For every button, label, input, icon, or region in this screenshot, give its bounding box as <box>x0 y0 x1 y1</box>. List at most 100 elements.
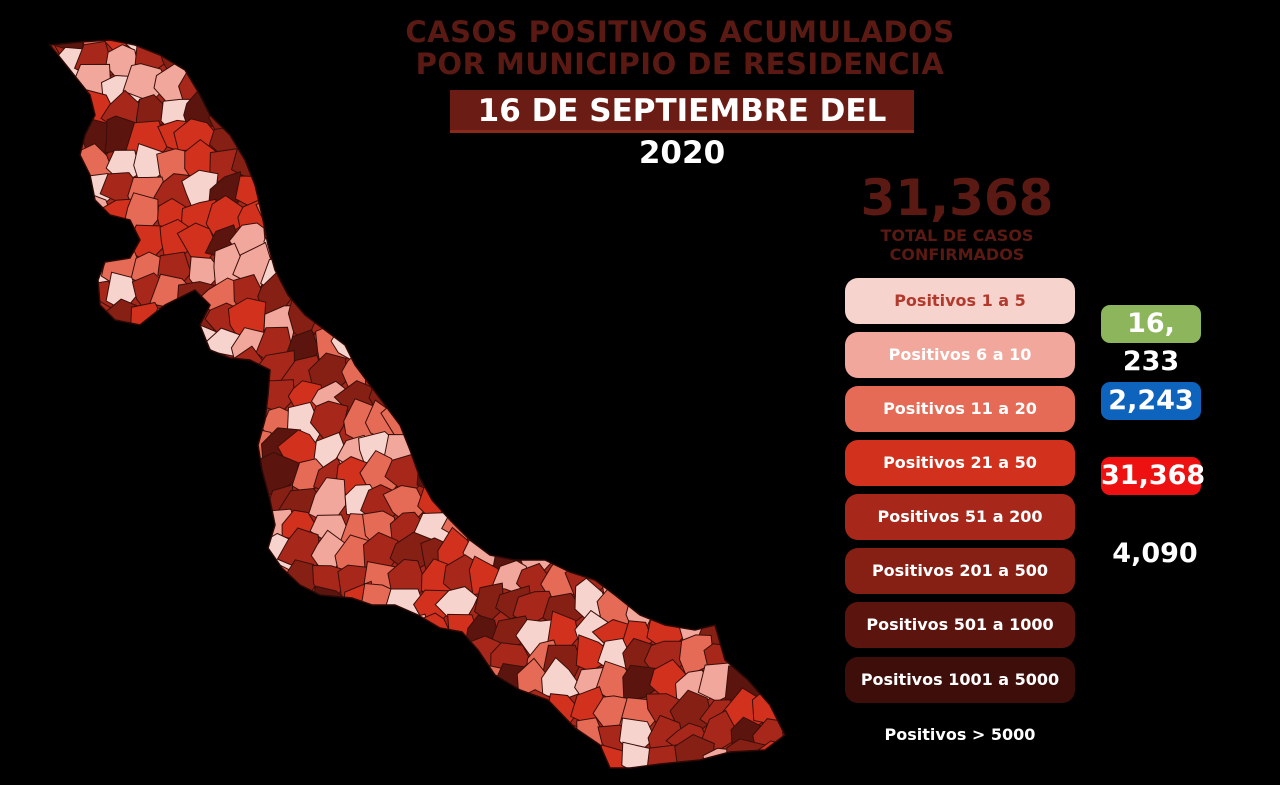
municipality-region <box>211 480 241 521</box>
municipality-region <box>50 333 90 374</box>
municipality-region <box>773 529 785 571</box>
municipality-region <box>647 220 683 257</box>
municipality-region <box>106 384 146 420</box>
municipality-region <box>589 217 635 255</box>
municipality-region <box>515 511 555 544</box>
municipality-region <box>493 144 531 185</box>
municipality-region <box>104 511 142 556</box>
municipality-region <box>523 247 565 286</box>
legend-item-11-20: Positivos 11 a 20 <box>845 386 1075 432</box>
municipality-region <box>692 173 735 212</box>
municipality-region <box>50 115 63 159</box>
municipality-region <box>410 248 451 294</box>
municipality-region <box>77 378 120 416</box>
municipality-region <box>122 483 170 523</box>
municipality-region <box>50 63 64 108</box>
municipality-region <box>225 484 273 530</box>
municipality-region <box>50 382 63 416</box>
municipality-region <box>50 713 97 760</box>
municipality-region <box>461 482 507 525</box>
municipality-region <box>775 429 785 465</box>
municipality-region <box>570 454 614 498</box>
municipality-region <box>594 532 633 567</box>
municipality-region <box>161 457 195 502</box>
municipality-region <box>157 635 189 671</box>
municipality-region <box>83 682 115 721</box>
municipality-region <box>254 691 302 733</box>
municipality-region <box>438 744 481 768</box>
municipality-region <box>541 454 588 494</box>
municipality-region <box>276 715 324 756</box>
municipality-region <box>523 303 558 343</box>
municipality-region <box>570 482 608 528</box>
municipality-region <box>389 225 425 263</box>
municipality-region <box>648 535 688 577</box>
municipality-region <box>50 507 71 542</box>
municipality-region <box>260 746 298 768</box>
municipality-region <box>410 760 451 768</box>
municipality-region <box>751 304 785 339</box>
municipality-region <box>158 326 198 368</box>
municipality-region <box>699 293 749 336</box>
municipality-region <box>57 167 89 211</box>
municipality-region <box>209 662 248 696</box>
municipality-region <box>50 583 62 619</box>
municipality-region <box>330 689 373 730</box>
municipality-region <box>256 47 296 79</box>
municipality-region <box>83 421 120 465</box>
municipality-region <box>101 615 145 660</box>
municipality-region <box>420 166 460 207</box>
municipality-region <box>336 299 383 337</box>
badge-plain-count: 4,090 <box>1112 538 1198 569</box>
municipality-region <box>50 745 89 768</box>
municipality-region <box>235 669 270 704</box>
municipality-region <box>159 403 198 445</box>
municipality-region <box>135 323 170 364</box>
municipality-region <box>257 717 295 761</box>
municipality-region <box>365 776 404 785</box>
municipality-region <box>442 329 483 359</box>
municipality-region <box>539 251 580 290</box>
municipality-region <box>730 278 765 315</box>
municipality-region <box>598 173 644 212</box>
municipality-region <box>491 253 532 289</box>
municipality-region <box>104 528 141 566</box>
municipality-region <box>74 351 116 386</box>
municipality-region <box>493 276 532 312</box>
municipality-region <box>280 612 325 647</box>
municipality-region <box>464 714 511 749</box>
municipality-region <box>279 665 321 704</box>
municipality-region <box>414 690 451 726</box>
municipality-region <box>75 193 112 240</box>
municipality-region <box>50 404 68 443</box>
municipality-region <box>729 426 766 468</box>
municipality-region <box>173 616 213 655</box>
municipality-region <box>445 140 483 184</box>
municipality-region <box>645 321 693 360</box>
municipality-region <box>286 685 327 729</box>
municipality-region <box>541 405 582 439</box>
municipality-region <box>386 281 423 312</box>
municipality-region <box>677 458 716 498</box>
municipality-region <box>234 559 270 607</box>
municipality-region <box>488 691 528 731</box>
municipality-region <box>211 535 248 579</box>
municipality-region <box>464 380 499 419</box>
municipality-region <box>754 200 785 245</box>
municipality-region <box>780 691 785 735</box>
municipality-region <box>309 40 352 78</box>
municipality-region <box>751 244 785 281</box>
municipality-region <box>486 716 531 758</box>
municipality-region <box>489 349 529 395</box>
municipality-region <box>447 434 488 476</box>
municipality-region <box>539 380 588 425</box>
municipality-region <box>387 109 425 155</box>
municipality-region <box>597 351 638 391</box>
municipality-region <box>332 64 375 105</box>
municipality-region <box>420 332 459 368</box>
municipality-region <box>772 400 785 445</box>
municipality-region <box>617 559 662 606</box>
municipality-region <box>50 691 84 730</box>
municipality-region <box>200 559 246 595</box>
municipality-region <box>358 663 405 704</box>
